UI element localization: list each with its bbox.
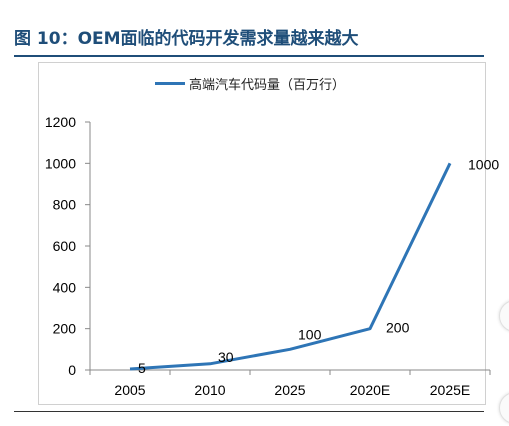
series-line: [129, 162, 452, 371]
legend-swatch: [155, 82, 185, 85]
y-tick-label: 200: [53, 321, 77, 337]
chart-title: 图 10：OEM面临的代码开发需求量越来越大: [14, 29, 359, 49]
title-underline: [14, 55, 484, 57]
y-tick-label: 400: [53, 279, 77, 295]
data-label: 30: [218, 349, 234, 365]
data-label: 200: [386, 320, 410, 336]
data-label: 1000: [468, 156, 499, 172]
x-tick-label: 2025: [274, 382, 305, 398]
y-tick-label: 1200: [45, 114, 76, 130]
data-label: 5: [138, 360, 146, 376]
x-tick-label: 2010: [194, 382, 225, 398]
x-tick-label: 2020E: [350, 382, 390, 398]
y-tick-label: 600: [53, 238, 77, 254]
data-label: 100: [298, 326, 322, 342]
y-tick-label: 1000: [45, 155, 76, 171]
legend-label: 高端汽车代码量（百万行）: [189, 78, 346, 93]
x-tick-label: 2005: [114, 382, 145, 398]
x-tick-label: 2025E: [430, 382, 470, 398]
y-tick-label: 800: [53, 197, 77, 213]
chart-frame: [38, 62, 486, 405]
legend: 高端汽车代码量（百万行）: [155, 74, 345, 93]
y-tick-label: 0: [68, 362, 76, 378]
bottom-rule: [14, 411, 484, 412]
